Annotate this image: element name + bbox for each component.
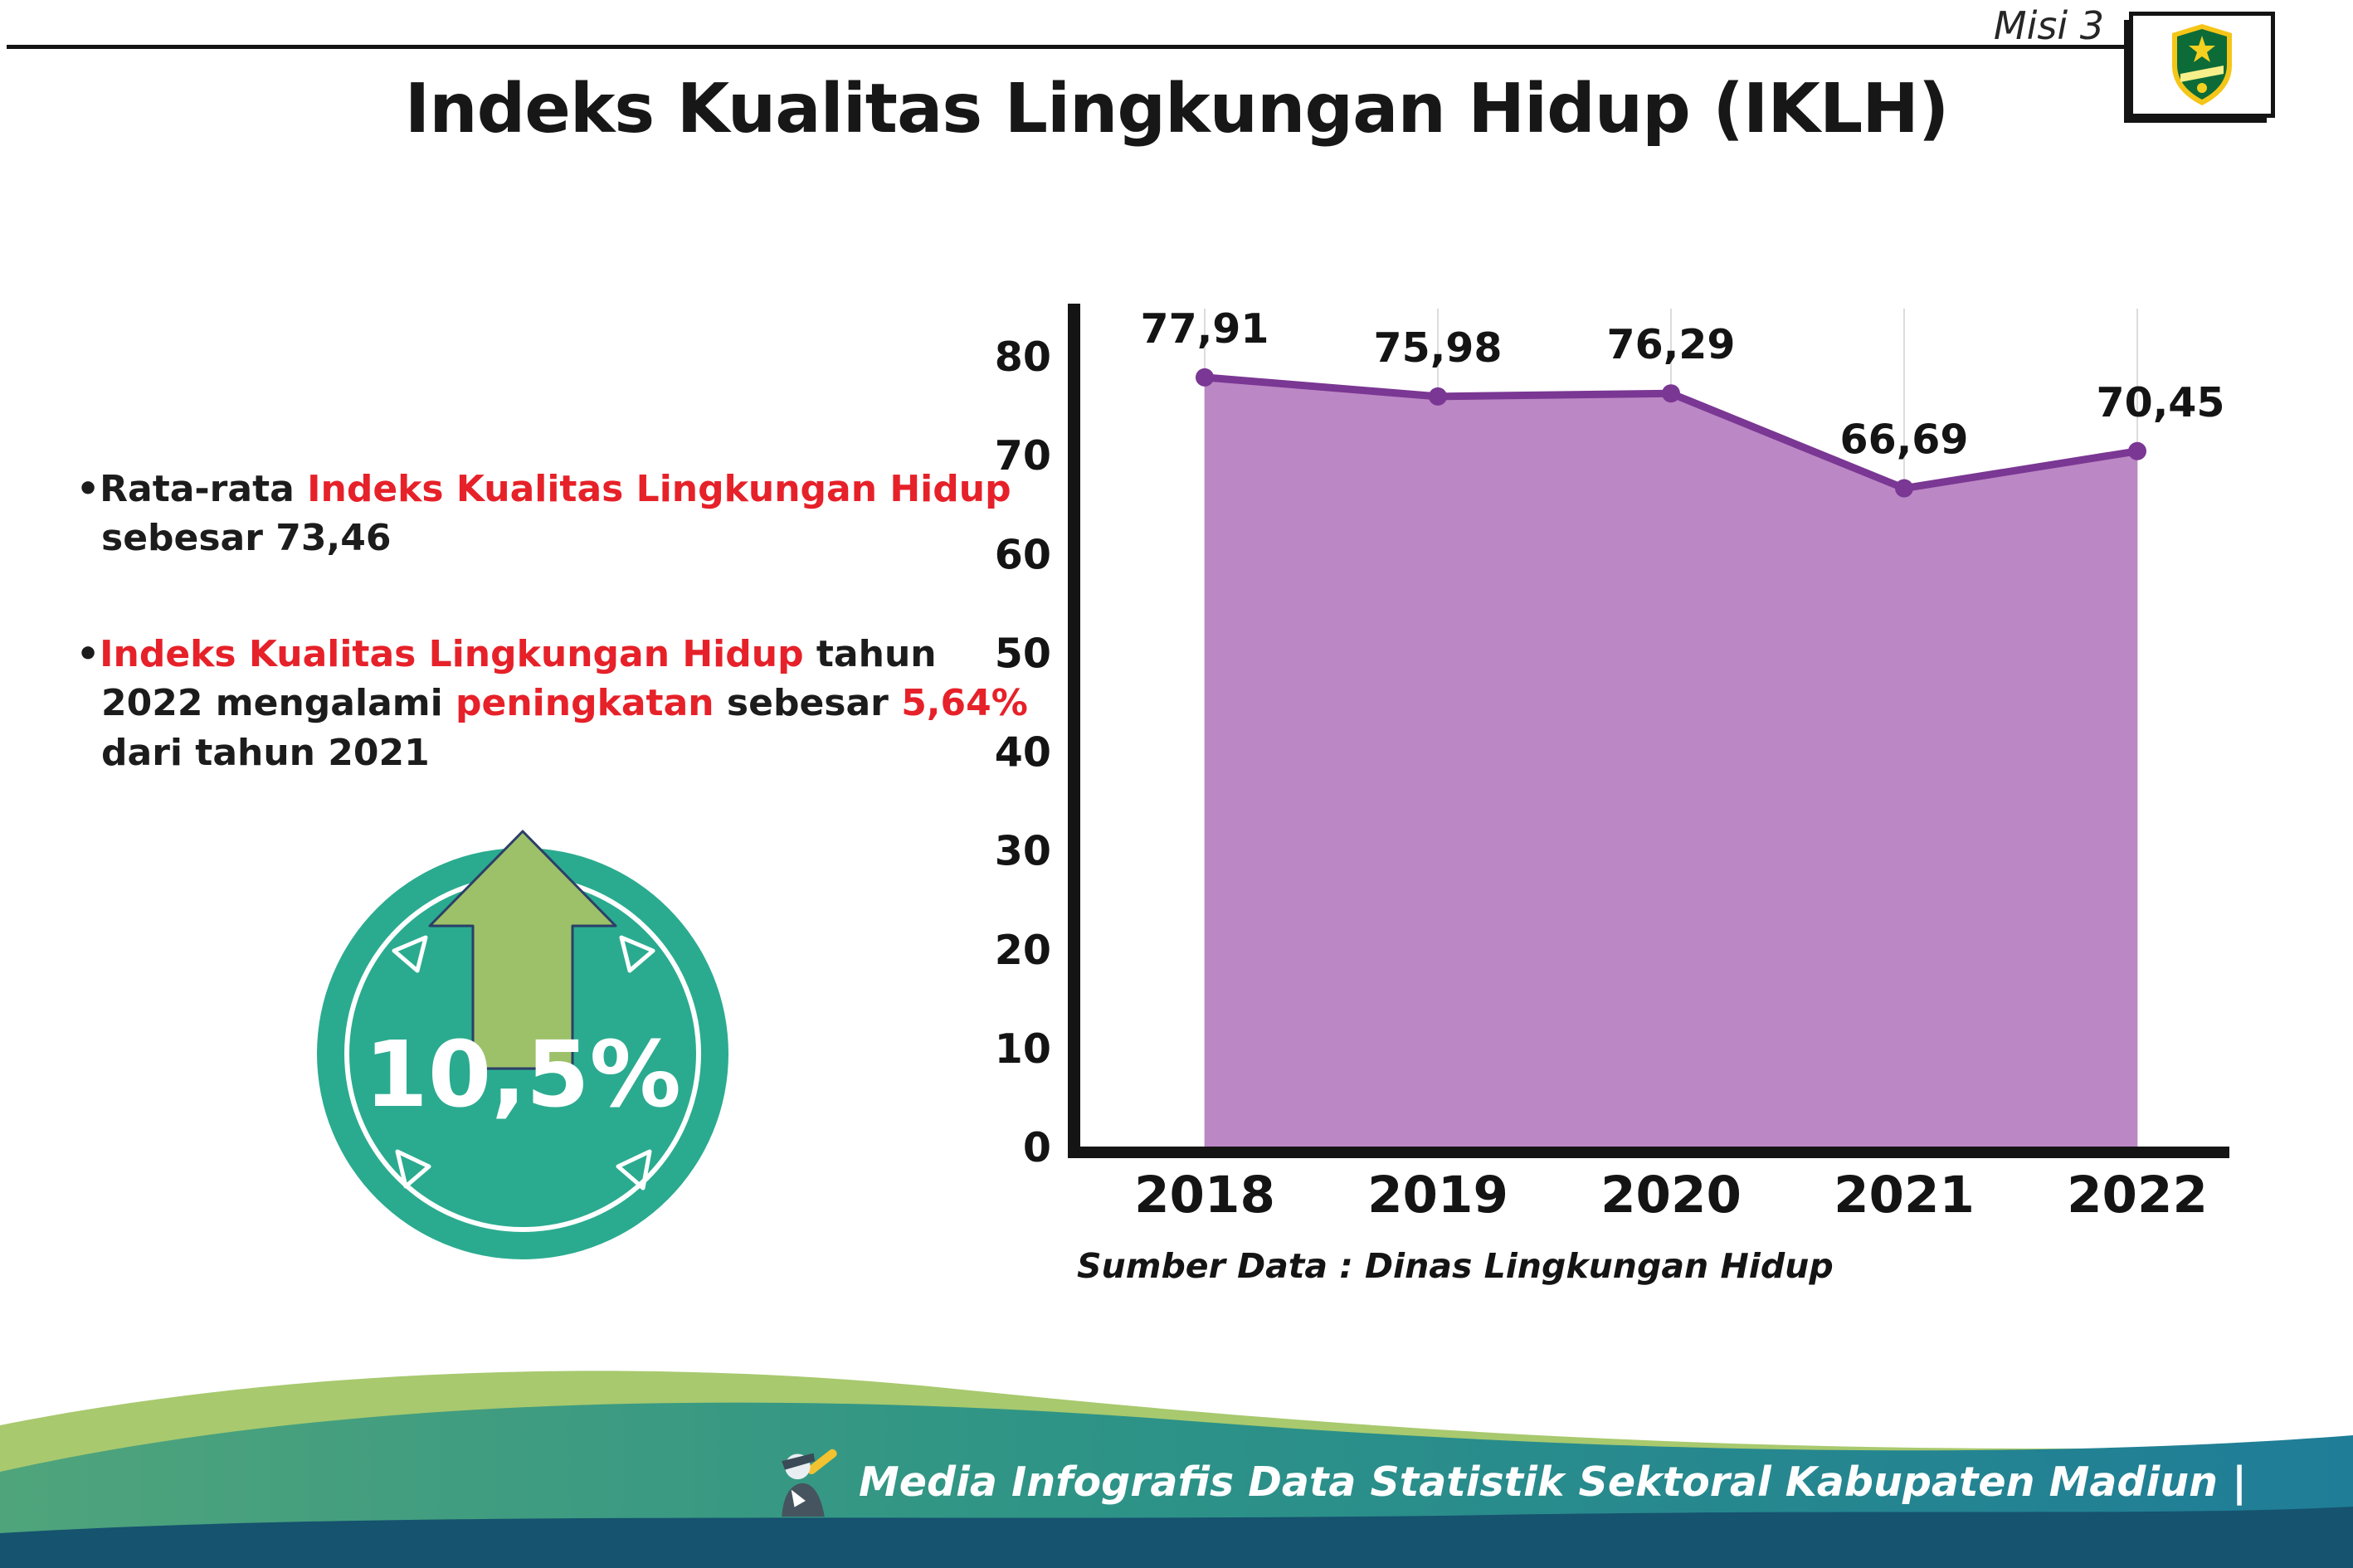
badge-triangle-icon <box>616 1149 652 1191</box>
footer-waves <box>0 1371 2353 1568</box>
chart-point <box>2128 441 2146 460</box>
value-label: 76,29 <box>1607 321 1736 368</box>
footer-wave-dark <box>0 1507 2353 1568</box>
bullet2-highlight-2: peningkatan <box>455 682 714 725</box>
bullet2-text-2: sebesar <box>714 682 902 725</box>
value-label: 70,45 <box>2097 379 2225 426</box>
y-axis <box>1068 304 1080 1157</box>
increase-badge: 10,5% <box>309 820 750 1283</box>
y-tick-label: 80 <box>995 334 1051 381</box>
x-category-label: 2021 <box>1834 1166 1975 1225</box>
x-axis <box>1068 1147 2229 1158</box>
bullet2-highlight-1: Indeks Kualitas Lingkungan Hidup <box>100 632 804 675</box>
increase-arrow-icon <box>428 830 617 1070</box>
x-category-label: 2018 <box>1134 1166 1275 1225</box>
footer-caption: Media Infografis Data Statistik Sektoral… <box>859 1458 2247 1506</box>
badge-value: 10,5% <box>364 1021 681 1127</box>
iklh-chart: 77,91 75,98 76,29 66,69 70,45 0 10 20 30 40 50 60 70… <box>983 297 2248 1243</box>
badge-triangle-icon <box>395 1149 431 1189</box>
misi-label: Misi 3 <box>1993 3 2104 48</box>
bullet-average-iklh: •Rata-rata Indeks Kualitas Lingkungan Hi… <box>76 465 1047 563</box>
y-tick-label: 20 <box>995 927 1051 974</box>
key-points: •Rata-rata Indeks Kualitas Lingkungan Hi… <box>76 465 1047 844</box>
x-category-label: 2022 <box>2067 1166 2208 1225</box>
footer-caption-row: Media Infografis Data Statistik Sektoral… <box>767 1445 2247 1518</box>
value-label: 75,98 <box>1374 324 1503 372</box>
chart-point <box>1895 479 1913 498</box>
y-tick-label: 60 <box>995 531 1051 578</box>
iklh-area-chart: 77,91 75,98 76,29 66,69 70,45 0 10 20 30 40 50 60 70… <box>995 304 2229 1225</box>
badge-triangle-icon <box>619 935 655 973</box>
chart-point <box>1662 384 1680 403</box>
chart-point <box>1429 387 1447 406</box>
bullet-marker: • <box>76 632 100 675</box>
y-tick-label: 0 <box>1023 1124 1051 1171</box>
y-tick-label: 70 <box>995 432 1051 480</box>
chart-point <box>1196 368 1214 387</box>
bullet1-highlight: Indeks Kualitas Lingkungan Hidup <box>307 468 1011 510</box>
logo-box <box>2129 12 2275 118</box>
value-label: 77,91 <box>1141 305 1269 353</box>
bullet-increase-2022: •Indeks Kualitas Lingkungan Hidup tahun … <box>76 630 1047 777</box>
y-tick-label: 30 <box>995 828 1051 875</box>
y-tick-label: 40 <box>995 729 1051 777</box>
bullet2-text-3: dari tahun 2021 <box>101 731 430 774</box>
y-tick-label: 10 <box>995 1025 1051 1073</box>
y-tick-label: 50 <box>995 630 1051 677</box>
bullet-marker: • <box>76 468 100 510</box>
bullet1-text: Rata-rata <box>100 468 308 510</box>
source-note: Sumber Data : Dinas Lingkungan Hidup <box>1077 1246 1834 1286</box>
bullet2-text-1: tahun 2022 mengalami <box>101 632 937 725</box>
increase-badge-graphic: 10,5% <box>317 830 728 1259</box>
bullet1-text-end: sebesar 73,46 <box>101 517 392 560</box>
badge-triangle-icon <box>392 935 428 973</box>
value-label: 66,69 <box>1840 416 1969 464</box>
bullet2-highlight-3: 5,64% <box>901 682 1028 725</box>
kabupaten-madiun-logo-icon <box>2172 24 2232 105</box>
page-title: Indeks Kualitas Lingkungan Hidup (IKLH) <box>404 70 1950 149</box>
chart-area <box>1205 377 2137 1148</box>
header-divider <box>7 45 2124 49</box>
x-category-label: 2020 <box>1600 1166 1742 1225</box>
mascot-icon <box>782 1449 837 1517</box>
x-category-label: 2019 <box>1367 1166 1508 1225</box>
